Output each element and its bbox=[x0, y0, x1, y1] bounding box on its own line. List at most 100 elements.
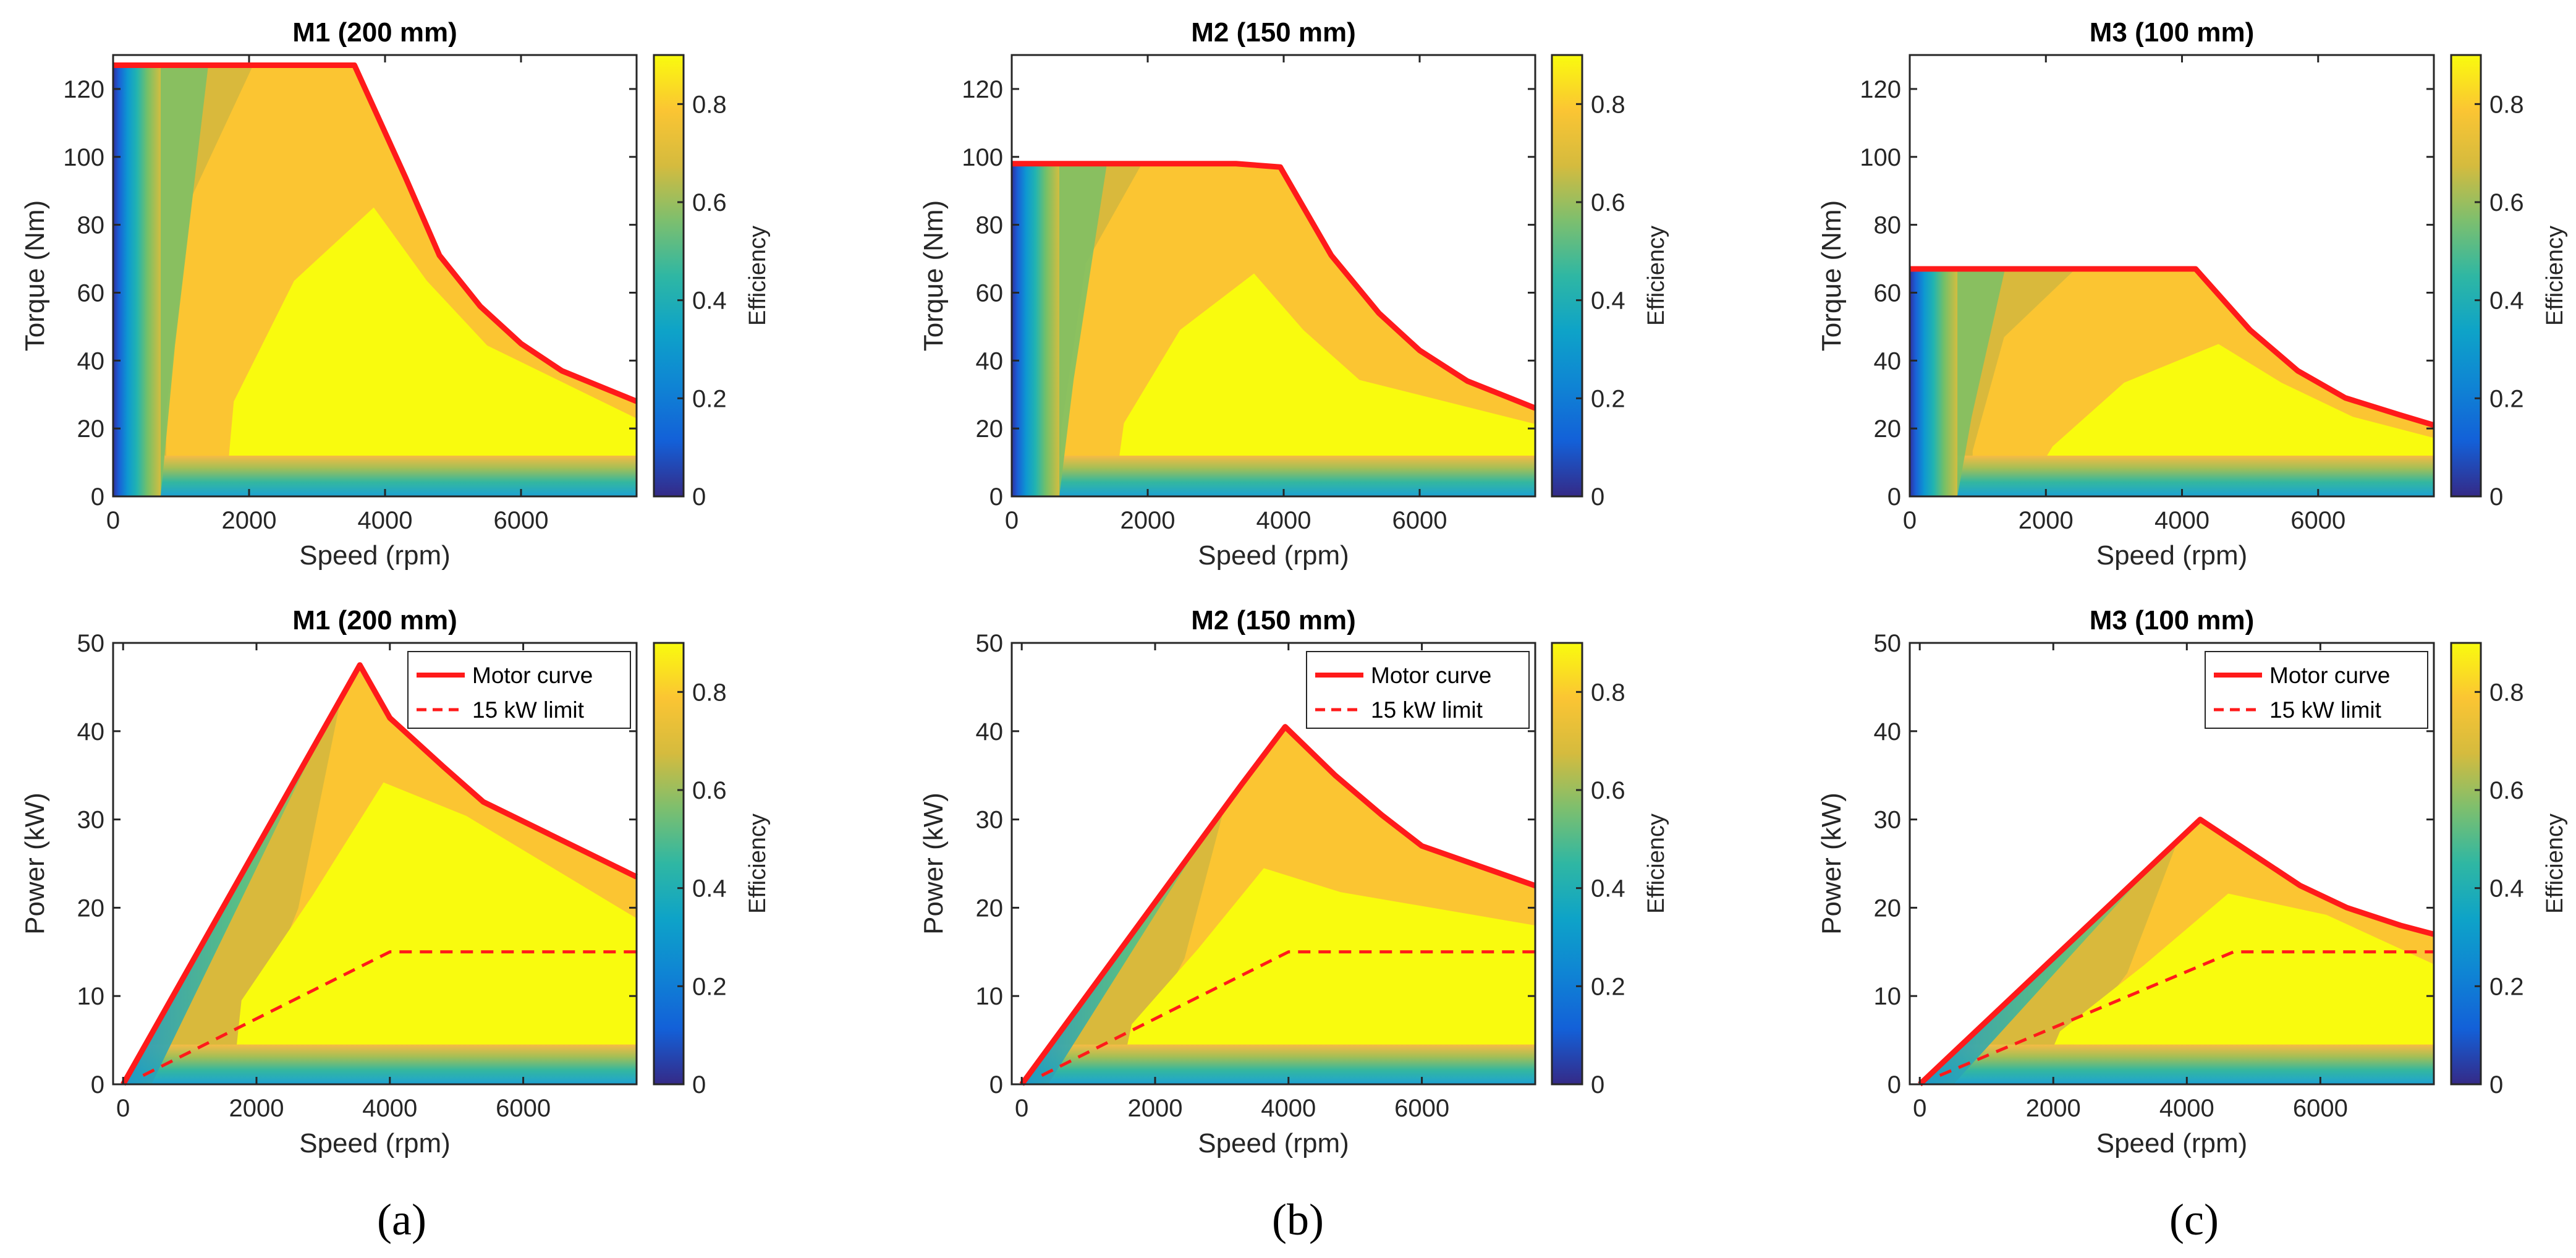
y-tick-label: 100 bbox=[63, 144, 104, 171]
x-axis-label: Speed (rpm) bbox=[2096, 1128, 2248, 1158]
contour-region-0.6 bbox=[1059, 163, 1107, 496]
contour-band-low-load bbox=[1012, 1044, 1535, 1084]
contour-band-low-load bbox=[1910, 1044, 2434, 1084]
legend-box bbox=[2205, 651, 2428, 729]
colorbar-tick-label: 0.2 bbox=[692, 385, 727, 412]
y-tick-label: 0 bbox=[1888, 1071, 1901, 1099]
y-tick-label: 80 bbox=[77, 212, 105, 239]
axes-box bbox=[112, 54, 638, 498]
colorbar: 0 0.2 0.4 0.6 0.8 Efficiency bbox=[653, 54, 771, 511]
colorbar-tick-label: 0.4 bbox=[2489, 287, 2524, 315]
colorbar-tick-label: 0.6 bbox=[2489, 189, 2524, 216]
colorbar-label: Efficiency bbox=[2542, 226, 2568, 326]
region-outside-envelope bbox=[113, 55, 637, 402]
y-tick-label: 0 bbox=[1888, 483, 1901, 511]
x-tick-label: 0 bbox=[1015, 1095, 1028, 1122]
panel-label: (b) bbox=[1272, 1195, 1324, 1244]
x-tick-label: 2000 bbox=[222, 507, 277, 534]
colorbar-tick-label: 0.4 bbox=[692, 875, 727, 903]
series-motor-curve bbox=[1910, 266, 2435, 428]
y-tick-label: 120 bbox=[63, 76, 104, 103]
contour-region-0.9 bbox=[2054, 893, 2434, 1045]
region-below-zero-speed bbox=[1012, 643, 1022, 1084]
colorbar-tick-label: 0.8 bbox=[692, 91, 727, 118]
contour-band-low-load bbox=[1012, 456, 1535, 496]
x-tick-label: 4000 bbox=[1256, 507, 1311, 534]
legend-entry: Motor curve bbox=[2269, 663, 2390, 688]
colorbar: 0 0.2 0.4 0.6 0.8 Efficiency bbox=[1551, 54, 1669, 511]
y-tick-label: 120 bbox=[1860, 76, 1901, 103]
axes-box bbox=[1909, 54, 2435, 498]
colorbar-box bbox=[653, 54, 685, 498]
x-tick-label: 0 bbox=[116, 1095, 130, 1122]
x-tick-label: 2000 bbox=[1121, 507, 1176, 534]
legend-box bbox=[407, 651, 631, 729]
legend: Motor curve 15 kW limit bbox=[1306, 651, 1530, 729]
chart-title: M3 (100 mm) bbox=[2090, 17, 2255, 48]
x-tick-label: 2000 bbox=[229, 1095, 284, 1122]
region-outside-envelope bbox=[1910, 55, 2434, 425]
subplot-2: 0 2000 4000 6000 0 20 40 60 80 100 120 M2 (150 mm) S… bbox=[918, 17, 1669, 571]
y-tick-label: 20 bbox=[1874, 895, 1902, 922]
x-tick-label: 4000 bbox=[2159, 1095, 2214, 1122]
y-tick-label: 40 bbox=[1874, 347, 1902, 375]
region-outside-envelope bbox=[113, 643, 637, 1084]
colorbar-gradient bbox=[2451, 55, 2481, 496]
y-tick-label: 20 bbox=[1874, 415, 1902, 443]
colorbar-tick-label: 0.6 bbox=[2489, 777, 2524, 804]
contour-band-low-load bbox=[113, 1044, 637, 1084]
legend: Motor curve 15 kW limit bbox=[2205, 651, 2428, 729]
colorbar-tick-label: 0.4 bbox=[2489, 875, 2524, 903]
y-tick-label: 100 bbox=[962, 144, 1003, 171]
chart-title: M1 (200 mm) bbox=[292, 605, 457, 635]
contour-region-0.6 bbox=[161, 65, 208, 496]
x-tick-label: 4000 bbox=[2154, 507, 2210, 534]
colorbar-gradient bbox=[654, 55, 684, 496]
y-axis-label: Torque (Nm) bbox=[918, 200, 949, 352]
colorbar-label: Efficiency bbox=[1643, 814, 1669, 914]
x-tick-label: 0 bbox=[1903, 507, 1917, 534]
colorbar-tick-label: 0 bbox=[692, 1071, 706, 1099]
subplot-5: 0 2000 4000 6000 0 10 20 30 40 50 M2 (150 mm) Speed… bbox=[918, 605, 1669, 1158]
colorbar-label: Efficiency bbox=[745, 226, 771, 326]
y-axis-label: Power (kW) bbox=[918, 793, 949, 935]
contour-region-0.6 bbox=[1957, 269, 2006, 496]
axes-box bbox=[1010, 642, 1536, 1086]
colorbar-box bbox=[2450, 642, 2482, 1086]
series-motor-curve bbox=[121, 662, 638, 1086]
series-motor-curve bbox=[113, 62, 638, 404]
x-tick-label: 2000 bbox=[1127, 1095, 1182, 1122]
efficiency-map bbox=[1012, 55, 1535, 496]
y-tick-label: 40 bbox=[77, 718, 105, 746]
subplot-6: 0 2000 4000 6000 0 10 20 30 40 50 M3 (100 mm) Speed… bbox=[1816, 605, 2568, 1158]
y-tick-label: 120 bbox=[962, 76, 1003, 103]
x-axis-label: Speed (rpm) bbox=[299, 1128, 451, 1158]
colorbar-tick-label: 0.6 bbox=[1591, 189, 1625, 216]
y-tick-label: 10 bbox=[77, 983, 105, 1010]
colorbar-tick-label: 0.8 bbox=[2489, 91, 2524, 118]
x-axis-label: Speed (rpm) bbox=[1198, 540, 1349, 571]
legend-entry: 15 kW limit bbox=[472, 697, 585, 723]
y-tick-label: 40 bbox=[77, 347, 105, 375]
x-tick-label: 6000 bbox=[494, 507, 549, 534]
panel-label: (c) bbox=[2169, 1195, 2219, 1244]
y-tick-label: 30 bbox=[77, 807, 105, 834]
colorbar-tick-label: 0 bbox=[1591, 1071, 1604, 1099]
y-tick-label: 80 bbox=[976, 212, 1004, 239]
y-axis-label: Torque (Nm) bbox=[1816, 200, 1847, 352]
y-tick-label: 20 bbox=[976, 895, 1004, 922]
contour-region-0.9 bbox=[1127, 868, 1535, 1045]
colorbar-box bbox=[1551, 54, 1583, 498]
colorbar-label: Efficiency bbox=[1643, 226, 1669, 326]
contour-band-low-speed bbox=[1012, 163, 1059, 496]
y-tick-label: 30 bbox=[1874, 807, 1902, 834]
x-axis-label: Speed (rpm) bbox=[2096, 540, 2248, 571]
colorbar-box bbox=[653, 642, 685, 1086]
x-axis-label: Speed (rpm) bbox=[299, 540, 451, 571]
x-tick-label: 4000 bbox=[358, 507, 413, 534]
colorbar-tick-label: 0 bbox=[692, 483, 706, 511]
colorbar-tick-label: 0 bbox=[2489, 1071, 2503, 1099]
chart-title: M3 (100 mm) bbox=[2090, 605, 2255, 635]
contour-region-0.9 bbox=[2047, 344, 2434, 456]
